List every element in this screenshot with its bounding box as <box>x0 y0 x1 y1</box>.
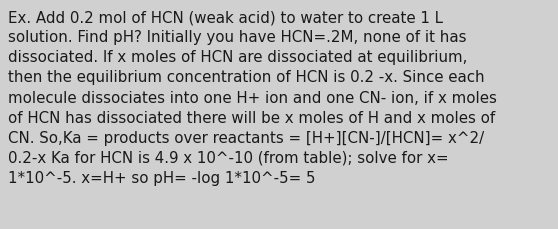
Text: Ex. Add 0.2 mol of HCN (weak acid) to water to create 1 L
solution. Find pH? Ini: Ex. Add 0.2 mol of HCN (weak acid) to wa… <box>8 10 497 185</box>
